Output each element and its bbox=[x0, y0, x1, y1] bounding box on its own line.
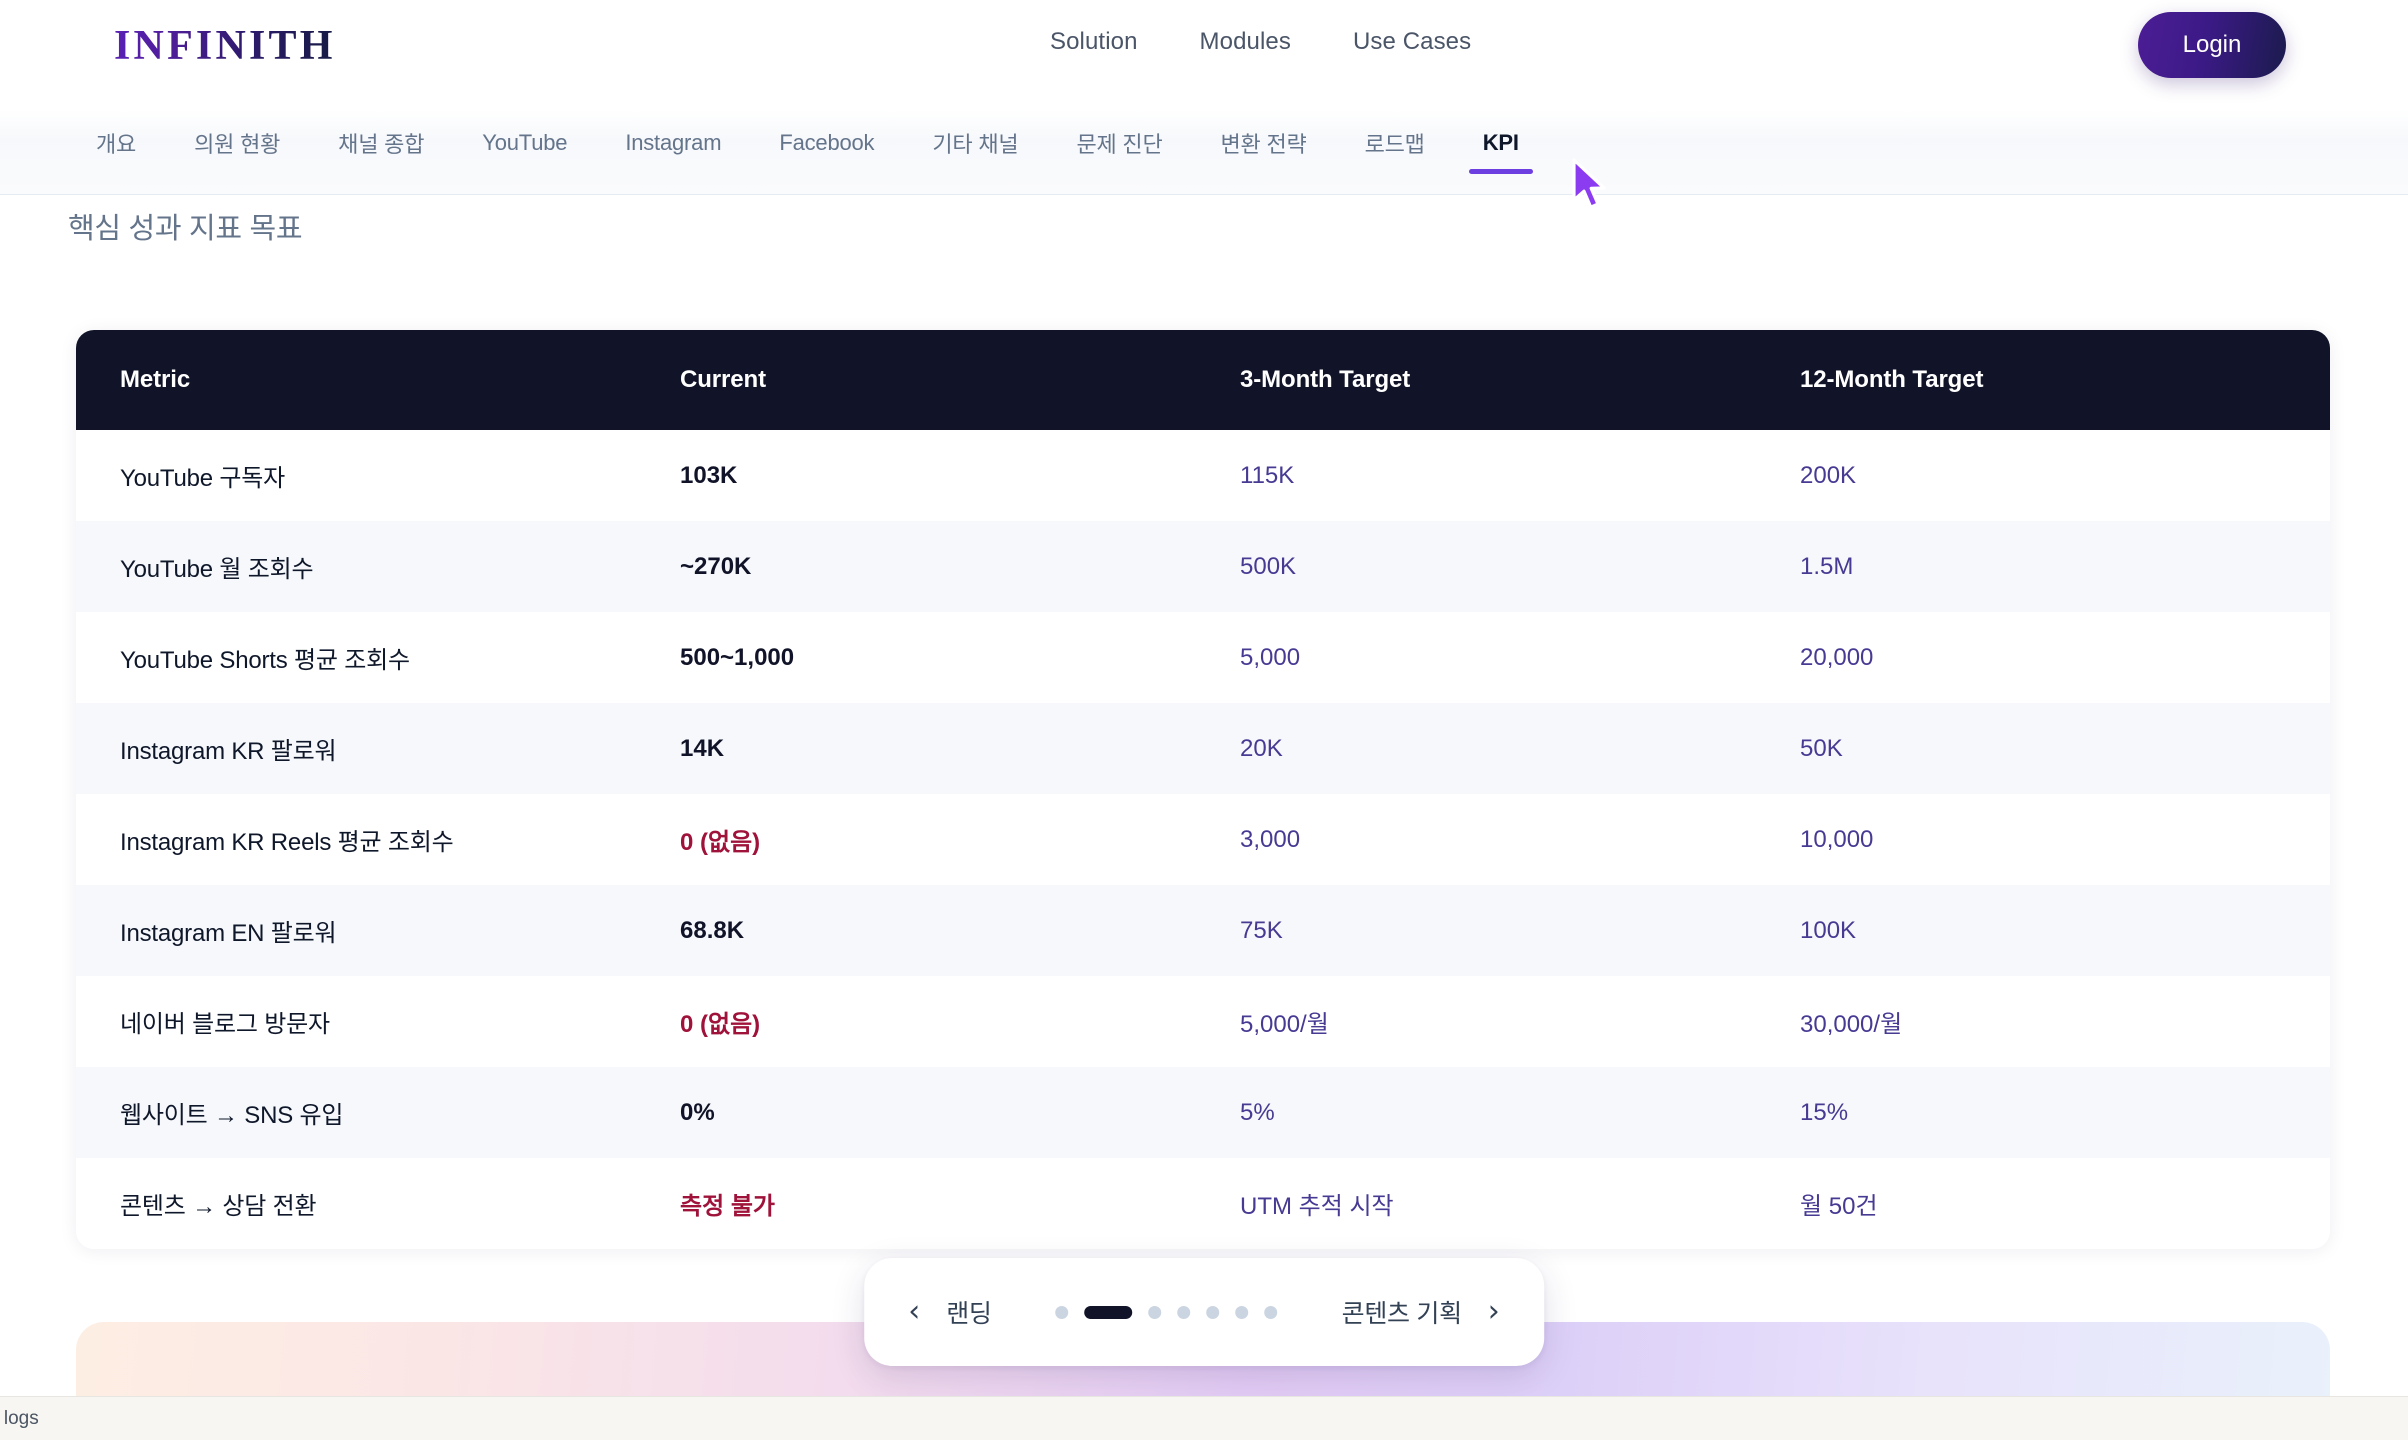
cell-12month-target: 100K bbox=[1800, 916, 1857, 944]
cell-metric: 웹사이트 → SNS 유입 bbox=[120, 1102, 344, 1129]
col-header-metric: Metric bbox=[76, 330, 636, 430]
tab-overview[interactable]: 개요 bbox=[96, 132, 137, 157]
section-tabs: 개요 의원 현황 채널 종합 YouTube Instagram Faceboo… bbox=[0, 110, 2408, 195]
tab-roadmap[interactable]: 로드맵 bbox=[1364, 132, 1425, 157]
cell-12month-target: 10,000 bbox=[1800, 825, 1874, 853]
cell-12month-target: 30,000/월 bbox=[1800, 1011, 1903, 1038]
table-row: 네이버 블로그 방문자 0 (없음) 5,000/월 30,000/월 bbox=[76, 976, 2330, 1067]
chevron-left-icon[interactable]: ‹ bbox=[908, 1294, 921, 1329]
cell-12month-target: 20,000 bbox=[1800, 643, 1874, 671]
kpi-table: Metric Current 3-Month Target 12-Month T… bbox=[76, 330, 2330, 1249]
pager-dot[interactable] bbox=[1177, 1305, 1191, 1319]
col-header-current: Current bbox=[636, 330, 1196, 430]
cell-current: 14K bbox=[680, 734, 725, 762]
pager-dot-active[interactable] bbox=[1084, 1305, 1133, 1319]
pager-dot[interactable] bbox=[1264, 1305, 1278, 1319]
table-row: YouTube Shorts 평균 조회수 500~1,000 5,000 20,00… bbox=[76, 612, 2330, 703]
tab-kpi[interactable]: KPI bbox=[1468, 130, 1533, 174]
tab-other[interactable]: 기타 채널 bbox=[932, 132, 1019, 157]
cell-3month-target: 5% bbox=[1240, 1098, 1275, 1126]
tab-youtube[interactable]: YouTube bbox=[482, 130, 568, 155]
table-row: Instagram KR Reels 평균 조회수 0 (없음) 3,000 10,0… bbox=[76, 794, 2330, 885]
cell-3month-target: 20K bbox=[1240, 734, 1283, 762]
cell-3month-target: 5,000/월 bbox=[1240, 1011, 1329, 1038]
tab-strategy[interactable]: 변환 전략 bbox=[1220, 132, 1307, 157]
cell-3month-target: 500K bbox=[1240, 552, 1297, 580]
top-header: INFINITH Solution Modules Use Cases Logi… bbox=[0, 0, 2408, 96]
tab-facebook[interactable]: Facebook bbox=[779, 130, 875, 155]
nav-item-use-cases[interactable]: Use Cases bbox=[1352, 28, 1472, 55]
table-row: Instagram EN 팔로워 68.8K 75K 100K bbox=[76, 885, 2330, 976]
tab-channels[interactable]: 채널 종합 bbox=[338, 132, 425, 157]
brand-logo[interactable]: INFINITH bbox=[114, 23, 336, 69]
cell-current: 0% bbox=[680, 1098, 715, 1126]
cell-current: ~270K bbox=[680, 552, 752, 580]
cell-current: 0 (없음) bbox=[680, 1011, 761, 1038]
login-button[interactable]: Login bbox=[2138, 12, 2286, 78]
status-bar-text: n logs bbox=[0, 1407, 39, 1429]
cell-3month-target: 5,000 bbox=[1240, 643, 1301, 671]
table-row: Instagram KR 팔로워 14K 20K 50K bbox=[76, 703, 2330, 794]
cell-current: 측정 불가 bbox=[680, 1193, 775, 1220]
nav-item-solution[interactable]: Solution bbox=[1050, 28, 1138, 55]
cell-metric: 네이버 블로그 방문자 bbox=[120, 1011, 330, 1038]
col-header-12month-target: 12-Month Target bbox=[1756, 330, 2330, 430]
cell-current: 103K bbox=[680, 461, 738, 489]
section-pager: ‹ 랜딩 콘텐츠 기획 › bbox=[864, 1258, 1544, 1366]
cell-metric: YouTube 구독자 bbox=[120, 465, 286, 492]
cell-12month-target: 200K bbox=[1800, 461, 1857, 489]
pager-dot[interactable] bbox=[1148, 1305, 1162, 1319]
table-body: YouTube 구독자 103K 115K 200K YouTube 월 조회수 ~270… bbox=[76, 430, 2330, 1249]
cell-metric: 콘텐츠 → 상담 전환 bbox=[120, 1193, 317, 1220]
tab-diagnosis[interactable]: 문제 진단 bbox=[1076, 132, 1163, 157]
browser-status-bar: n logs bbox=[0, 1396, 2408, 1440]
cell-metric: YouTube 월 조회수 bbox=[120, 556, 314, 583]
table-row: 콘텐츠 → 상담 전환 측정 불가 UTM 추적 시작 월 50건 bbox=[76, 1158, 2330, 1249]
page-title: 핵심 성과 지표 목표 bbox=[68, 213, 303, 245]
cell-current: 68.8K bbox=[680, 916, 745, 944]
pager-dots bbox=[1008, 1305, 1326, 1319]
cell-12month-target: 1.5M bbox=[1800, 552, 1854, 580]
pager-dot[interactable] bbox=[1055, 1305, 1069, 1319]
cell-12month-target: 월 50건 bbox=[1800, 1193, 1878, 1220]
col-header-3month-target: 3-Month Target bbox=[1196, 330, 1756, 430]
cell-3month-target: 3,000 bbox=[1240, 825, 1301, 853]
nav-item-modules[interactable]: Modules bbox=[1199, 28, 1291, 55]
cell-3month-target: 75K bbox=[1240, 916, 1283, 944]
cell-metric: Instagram KR 팔로워 bbox=[120, 738, 337, 765]
cell-metric: YouTube Shorts 평균 조회수 bbox=[120, 647, 410, 674]
tab-instagram[interactable]: Instagram bbox=[625, 130, 722, 155]
tab-members[interactable]: 의원 현황 bbox=[194, 132, 281, 157]
cell-current: 0 (없음) bbox=[680, 829, 761, 856]
cell-metric: Instagram EN 팔로워 bbox=[120, 920, 337, 947]
kpi-table-card: Metric Current 3-Month Target 12-Month T… bbox=[76, 330, 2330, 1249]
main-nav: Solution Modules Use Cases bbox=[1050, 28, 1471, 56]
table-header-row: Metric Current 3-Month Target 12-Month T… bbox=[76, 330, 2330, 430]
cell-12month-target: 15% bbox=[1800, 1098, 1849, 1126]
table-row: YouTube 구독자 103K 115K 200K bbox=[76, 430, 2330, 521]
cell-12month-target: 50K bbox=[1800, 734, 1843, 762]
chevron-right-icon[interactable]: › bbox=[1487, 1294, 1500, 1329]
pager-prev-label[interactable]: 랜딩 bbox=[946, 1300, 992, 1328]
cell-3month-target: 115K bbox=[1240, 461, 1295, 489]
pager-dot[interactable] bbox=[1235, 1305, 1249, 1319]
table-row: YouTube 월 조회수 ~270K 500K 1.5M bbox=[76, 521, 2330, 612]
pager-dot[interactable] bbox=[1206, 1305, 1220, 1319]
cell-metric: Instagram KR Reels 평균 조회수 bbox=[120, 829, 454, 856]
table-head: Metric Current 3-Month Target 12-Month T… bbox=[76, 330, 2330, 430]
cell-current: 500~1,000 bbox=[680, 643, 795, 671]
table-row: 웹사이트 → SNS 유입 0% 5% 15% bbox=[76, 1067, 2330, 1158]
pager-next-label[interactable]: 콘텐츠 기획 bbox=[1341, 1300, 1462, 1328]
cell-3month-target: UTM 추적 시작 bbox=[1240, 1193, 1394, 1220]
